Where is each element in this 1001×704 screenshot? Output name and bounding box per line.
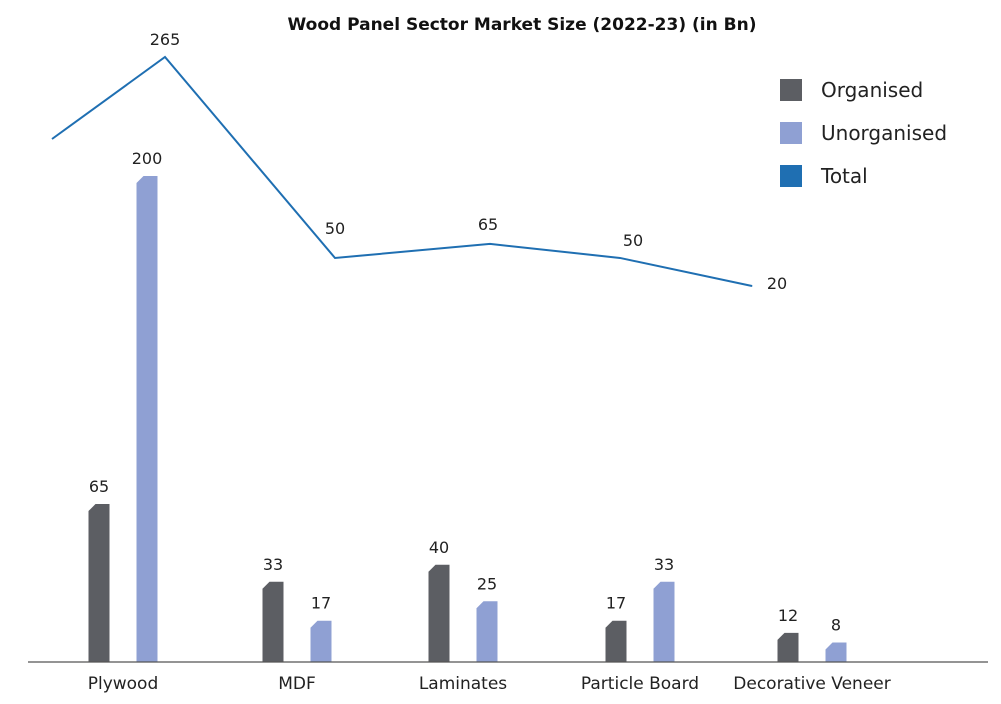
x-tick-plywood: Plywood — [88, 674, 159, 694]
total-line-layer: 265 50 65 50 20 — [51, 30, 787, 293]
x-tick-labels: Plywood MDF Laminates Particle Board Decorat… — [88, 674, 891, 694]
bar-unorganised-plywood — [136, 176, 158, 662]
bar-unorganised-mdf — [310, 620, 332, 662]
legend-label-unorganised: Unorganised — [821, 121, 947, 145]
point-total-mdf — [334, 257, 336, 259]
legend-swatch-unorganised — [780, 122, 802, 144]
bar-unorganised-particle-board — [653, 581, 675, 662]
bar-organised-mdf — [262, 581, 284, 662]
legend-swatch-organised — [780, 79, 802, 101]
data-label-organised-mdf: 33 — [263, 555, 283, 574]
data-label-unorganised-laminates: 25 — [477, 574, 497, 593]
data-label-unorganised-particle-board: 33 — [654, 555, 674, 574]
bar-organised-laminates — [428, 564, 450, 662]
bars-layer: 65 200 33 17 40 25 17 33 12 8 — [88, 149, 847, 662]
legend-label-total: Total — [820, 164, 868, 188]
data-label-unorganised-mdf: 17 — [311, 594, 331, 613]
point-total-particle-board — [619, 257, 621, 259]
bar-unorganised-laminates — [476, 601, 498, 662]
data-label-total-particle-board: 50 — [623, 231, 643, 250]
data-label-unorganised-plywood: 200 — [132, 149, 163, 168]
data-label-organised-plywood: 65 — [89, 477, 109, 496]
data-label-unorganised-decorative-veneer: 8 — [831, 616, 841, 635]
bar-unorganised-decorative-veneer — [825, 642, 847, 662]
bar-organised-plywood — [88, 504, 110, 662]
x-tick-laminates: Laminates — [419, 674, 507, 694]
legend-label-organised: Organised — [821, 78, 923, 102]
data-label-organised-particle-board: 17 — [606, 594, 626, 613]
point-total-laminates — [489, 243, 491, 245]
data-label-total-mdf: 50 — [325, 219, 345, 238]
x-tick-decorative-veneer: Decorative Veneer — [733, 674, 890, 694]
data-label-organised-decorative-veneer: 12 — [778, 606, 798, 625]
bar-organised-particle-board — [605, 620, 627, 662]
point-total-decorative-veneer — [751, 285, 753, 287]
x-tick-particle-board: Particle Board — [581, 674, 699, 694]
data-label-total-decorative-veneer: 20 — [767, 274, 787, 293]
line-total — [51, 55, 753, 287]
x-tick-mdf: MDF — [278, 674, 316, 694]
legend: Organised Unorganised Total — [780, 78, 947, 188]
data-label-organised-laminates: 40 — [429, 538, 449, 557]
bar-organised-decorative-veneer — [777, 632, 799, 662]
legend-swatch-total — [780, 165, 802, 187]
data-label-total-plywood: 265 — [150, 30, 181, 49]
data-label-total-laminates: 65 — [478, 215, 498, 234]
point-total-plywood — [164, 56, 166, 58]
chart-title: Wood Panel Sector Market Size (2022-23) … — [288, 15, 757, 35]
